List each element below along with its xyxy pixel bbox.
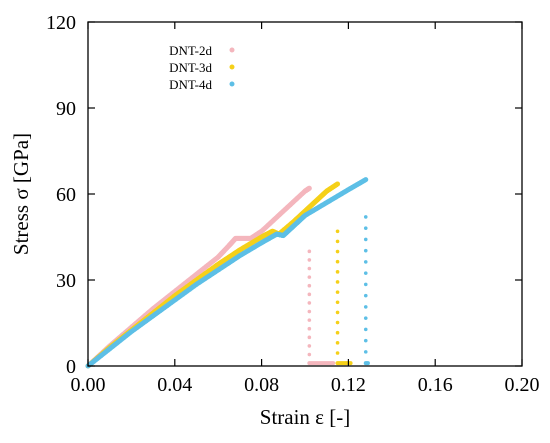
x-tick-label: 0.00 [71, 374, 106, 396]
drop-point [363, 282, 368, 287]
tail-point [348, 361, 353, 366]
y-tick-label: 60 [56, 184, 76, 206]
axes: 0.00 0.04 0.08 0.12 0.16 0.20 0 30 60 90 120 Strain… [9, 12, 540, 429]
drop-point [307, 283, 312, 288]
drop-point [363, 215, 368, 219]
y-axis-label: Stress σ [GPa] [9, 133, 33, 255]
tail-point [331, 361, 336, 366]
drop-point [335, 249, 340, 254]
legend-marker [229, 47, 235, 53]
x-tick-label: 0.08 [244, 374, 279, 396]
drop-point [307, 352, 312, 357]
drop-point [335, 310, 340, 315]
drop-point [307, 275, 312, 279]
drop-point [307, 249, 312, 254]
series-dnt-4d [85, 177, 370, 369]
data-point [335, 181, 341, 187]
drop-point [307, 344, 312, 348]
drop-point [335, 320, 340, 325]
drop-point [363, 316, 368, 320]
drop-point [307, 326, 312, 331]
drop-point [335, 300, 340, 305]
drop-point [307, 335, 312, 340]
drop-point [307, 292, 312, 297]
legend-label: DNT-4d [169, 77, 212, 92]
drop-point [335, 229, 340, 234]
legend: DNT-2d DNT-3d DNT-4d [169, 43, 235, 92]
x-axis-label: Strain ε [-] [260, 405, 350, 429]
legend-label: DNT-2d [169, 43, 212, 58]
drop-point [363, 260, 368, 264]
drop-point [307, 266, 312, 271]
drop-point [335, 351, 340, 355]
legend-label: DNT-3d [169, 60, 212, 75]
drop-point [363, 237, 368, 242]
drop-point [335, 341, 340, 345]
drop-point [363, 305, 368, 309]
x-tick-label: 0.12 [331, 374, 366, 396]
x-tick-label: 0.20 [505, 374, 540, 396]
drop-point [335, 239, 340, 244]
drop-point [363, 350, 368, 354]
drop-point [307, 258, 312, 262]
data-point [306, 185, 312, 191]
x-tick-label: 0.04 [157, 374, 192, 396]
drop-point [335, 259, 340, 264]
y-tick-label: 90 [56, 98, 76, 120]
y-tick-label: 0 [66, 356, 76, 378]
drop-point [335, 290, 340, 294]
drop-point [307, 309, 312, 314]
drop-point [363, 271, 368, 275]
tail-point [365, 361, 370, 366]
legend-marker [229, 81, 235, 87]
data-point [363, 177, 369, 183]
drop-point [335, 280, 340, 284]
plot-area [85, 177, 370, 369]
x-tick-label: 0.16 [418, 374, 453, 396]
drop-point [363, 293, 368, 298]
drop-point [363, 338, 368, 343]
y-tick-label: 120 [46, 12, 76, 34]
drop-point [335, 330, 340, 335]
drop-point [307, 301, 312, 305]
drop-point [363, 327, 368, 332]
drop-point [363, 248, 368, 253]
drop-point [363, 226, 368, 230]
y-tick-label: 30 [56, 270, 76, 292]
drop-point [335, 270, 340, 274]
legend-marker [229, 64, 235, 70]
drop-point [307, 318, 312, 322]
